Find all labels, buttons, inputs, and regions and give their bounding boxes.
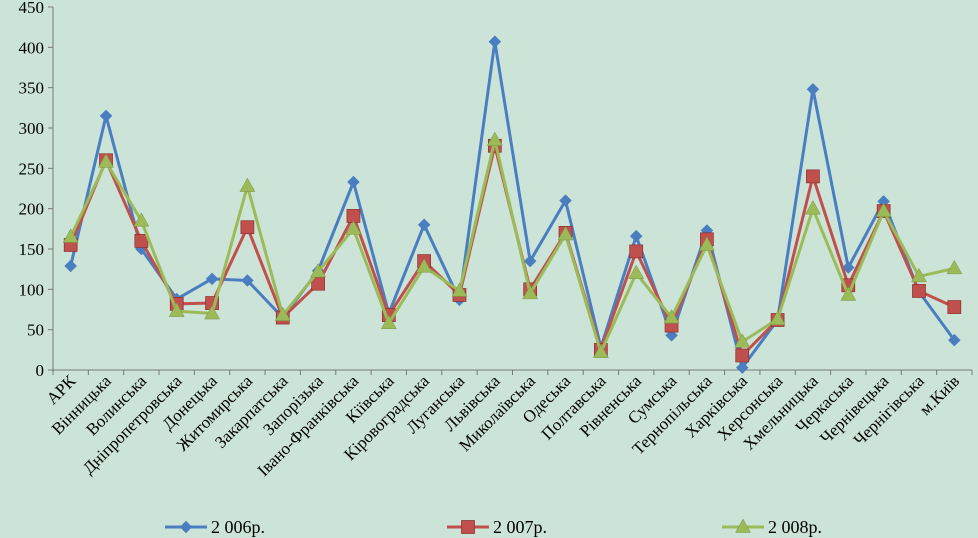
data-point	[805, 200, 821, 215]
data-point	[875, 202, 892, 217]
data-point	[274, 306, 291, 321]
data-point	[345, 220, 362, 235]
y-tick-label: 200	[19, 200, 45, 219]
data-point	[99, 109, 113, 123]
data-point	[559, 194, 572, 207]
data-point	[946, 259, 963, 275]
y-tick-label: 450	[19, 0, 45, 17]
data-point	[240, 220, 255, 235]
data-point	[912, 284, 926, 298]
data-point	[522, 284, 539, 300]
data-point	[168, 302, 185, 317]
data-point	[806, 169, 820, 184]
data-point	[241, 274, 254, 287]
series-line	[69, 138, 955, 354]
legend-marker	[179, 520, 193, 534]
y-tick-label: 100	[19, 280, 45, 299]
legend-label: 2 008р.	[768, 517, 822, 537]
data-point	[911, 267, 927, 283]
legend-marker	[735, 518, 751, 533]
data-point	[451, 282, 468, 297]
data-point	[557, 225, 574, 241]
y-tick-label: 0	[36, 361, 45, 380]
data-point	[488, 35, 502, 49]
data-point	[347, 175, 360, 189]
y-tick-label: 300	[19, 119, 45, 138]
y-tick-label: 350	[19, 79, 45, 98]
data-point	[629, 229, 643, 243]
series-layer	[62, 35, 963, 374]
data-point	[204, 305, 220, 320]
data-point	[380, 314, 397, 329]
data-point	[416, 258, 433, 273]
data-point	[806, 82, 820, 96]
data-point	[64, 259, 78, 273]
data-point	[735, 361, 749, 374]
legend-label: 2 006р.	[211, 517, 265, 537]
data-point	[523, 254, 537, 268]
series-3	[62, 131, 963, 359]
y-tick-label: 250	[19, 159, 45, 178]
data-point	[734, 333, 751, 348]
data-point	[840, 286, 857, 301]
data-point	[239, 177, 256, 192]
data-point	[947, 333, 961, 347]
y-tick-label: 150	[19, 240, 45, 259]
legend-marker	[461, 520, 475, 534]
data-point	[486, 131, 503, 146]
data-point	[62, 228, 79, 243]
data-point	[629, 244, 644, 259]
data-point	[841, 261, 855, 274]
data-point	[592, 343, 609, 359]
legend-label: 2 007р.	[493, 517, 547, 537]
data-point	[205, 272, 219, 286]
data-point	[133, 212, 150, 227]
data-point	[310, 263, 327, 278]
data-point	[663, 309, 680, 324]
data-point	[947, 300, 962, 314]
data-point	[628, 264, 645, 279]
data-point	[735, 348, 750, 363]
legend: 2 006р. 2 007р. 2 008р.	[165, 517, 822, 537]
data-point	[417, 218, 431, 232]
data-point	[98, 153, 114, 168]
y-tick-label: 50	[27, 321, 44, 340]
data-point	[769, 310, 786, 325]
y-tick-label: 400	[19, 38, 45, 57]
data-point	[698, 236, 715, 251]
y-axis-ticks: 0 50 100 150 200 250 300 350 400 450	[19, 0, 53, 380]
